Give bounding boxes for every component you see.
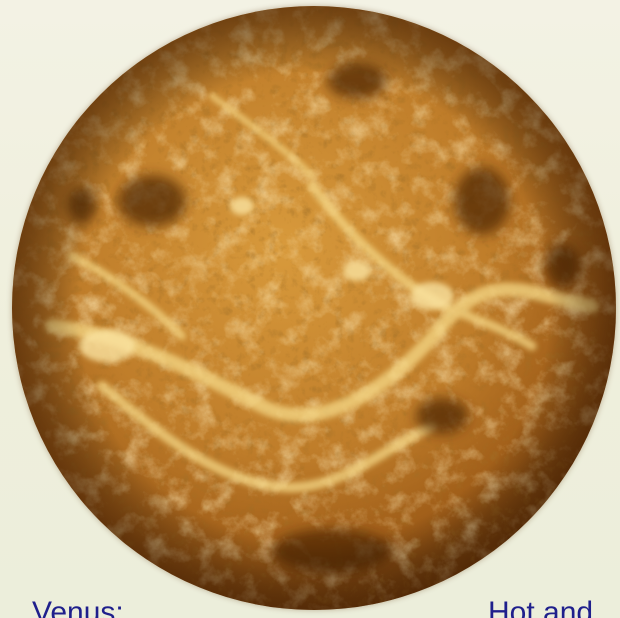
- venus-planet-image: [12, 6, 616, 610]
- caption-venus: Venus:: [32, 596, 124, 618]
- caption-hot-and: Hot and: [488, 596, 594, 618]
